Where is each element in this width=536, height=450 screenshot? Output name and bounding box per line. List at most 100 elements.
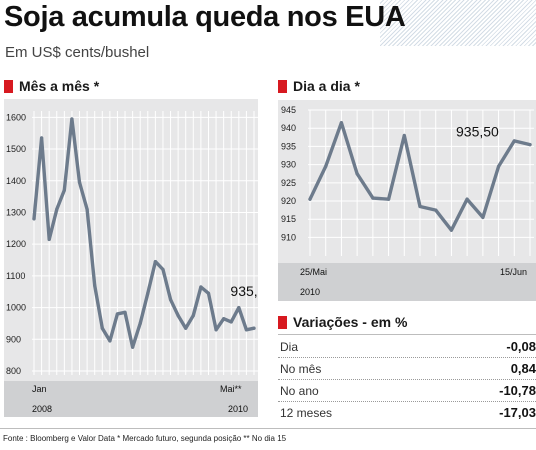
daily-data-point xyxy=(449,228,454,232)
monthly-data-point xyxy=(47,237,51,242)
variation-label: No mês xyxy=(280,362,322,376)
daily-data-point xyxy=(386,197,391,201)
page-title: Soja acumula queda nos EUA xyxy=(4,1,406,33)
monthly-data-point xyxy=(222,317,226,321)
daily-line-chart: 910 915 920 925 930 935 940 945 935,50 xyxy=(281,105,534,256)
monthly-line-chart: 800 900 1000 1100 1200 1300 1400 1500 1600 935,50 xyxy=(6,111,273,376)
variation-value: -0,08 xyxy=(506,339,536,354)
monthly-year-start-label: 2008 xyxy=(32,404,53,414)
red-marker-icon xyxy=(4,79,13,93)
variation-row-12-months: 12 meses -17,03 xyxy=(278,402,536,423)
variation-label: 12 meses xyxy=(280,406,333,420)
variation-row-year: No ano -10,78 xyxy=(278,380,536,401)
monthly-data-point xyxy=(237,305,241,310)
monthly-chart-panel: 800 900 1000 1100 1200 1300 1400 1500 1600 935,50 xyxy=(4,99,273,381)
monthly-data-point xyxy=(191,313,195,318)
red-marker-icon xyxy=(278,79,287,93)
monthly-data-point xyxy=(77,180,82,184)
variation-row-month: No mês 0,84 xyxy=(278,358,536,379)
row-divider xyxy=(278,401,536,402)
monthly-y-tick-label: 900 xyxy=(6,334,21,344)
daily-data-point xyxy=(434,208,438,212)
monthly-y-tick-label: 1100 xyxy=(6,271,25,281)
daily-x-start-label: 25/Mai xyxy=(300,267,328,277)
monthly-price-line xyxy=(32,117,256,349)
daily-y-tick-label: 940 xyxy=(281,123,296,133)
monthly-y-tick-label: 1000 xyxy=(6,303,26,313)
daily-y-tick-label: 925 xyxy=(281,178,296,188)
variation-value: 0,84 xyxy=(510,361,536,376)
monthly-x-start-label: Jan xyxy=(32,384,47,394)
monthly-y-tick-label: 1600 xyxy=(6,112,26,122)
monthly-data-point xyxy=(229,320,233,324)
daily-data-point xyxy=(496,164,501,169)
daily-data-point xyxy=(402,133,406,138)
daily-data-point xyxy=(481,215,485,220)
monthly-data-point xyxy=(138,321,142,326)
monthly-data-point xyxy=(161,267,165,272)
monthly-data-point xyxy=(108,339,112,343)
source-footnote: Fonte : Bloomberg e Valor Data * Mercado… xyxy=(3,434,287,443)
monthly-data-point xyxy=(115,312,120,316)
daily-data-point xyxy=(324,164,328,169)
monthly-data-point xyxy=(131,345,135,349)
monthly-y-tick-label: 1300 xyxy=(6,207,26,217)
daily-chart-heading: Dia a dia * xyxy=(278,78,360,94)
monthly-data-point xyxy=(184,326,188,330)
daily-data-point xyxy=(339,121,344,125)
monthly-y-tick-label: 1500 xyxy=(6,144,26,154)
monthly-data-point xyxy=(100,326,104,330)
monthly-data-point xyxy=(168,298,173,302)
monthly-x-axis-band xyxy=(4,381,258,417)
daily-y-tick-label: 935 xyxy=(281,141,296,151)
daily-y-tick-label: 930 xyxy=(281,160,296,170)
monthly-data-point xyxy=(62,188,66,192)
variation-value: -10,78 xyxy=(499,383,536,398)
variations-heading: Variações - em % xyxy=(278,314,407,330)
monthly-y-tick-label: 1200 xyxy=(6,239,26,249)
monthly-data-point xyxy=(146,291,150,295)
row-divider xyxy=(278,357,536,358)
monthly-y-tick-label: 800 xyxy=(6,366,21,376)
daily-data-point xyxy=(528,142,532,147)
monthly-chart-title: Mês a mês * xyxy=(19,78,100,94)
daily-data-point xyxy=(418,204,422,209)
daily-data-point xyxy=(465,197,469,201)
header-hatch-pattern xyxy=(380,0,536,46)
daily-year-label: 2010 xyxy=(300,287,321,297)
monthly-y-tick-label: 1400 xyxy=(6,176,26,186)
monthly-last-value-callout: 935,50 xyxy=(230,283,258,299)
variations-title: Variações - em % xyxy=(293,314,408,330)
variation-label: No ano xyxy=(280,384,319,398)
monthly-data-point xyxy=(199,285,203,289)
monthly-data-point xyxy=(206,291,211,295)
variation-label: Dia xyxy=(280,340,299,354)
daily-y-tick-label: 920 xyxy=(281,196,296,206)
monthly-data-point xyxy=(244,328,249,332)
daily-x-axis-band xyxy=(278,263,536,301)
daily-data-point xyxy=(355,172,359,176)
daily-data-point xyxy=(371,196,375,200)
daily-chart-panel: 910 915 920 925 930 935 940 945 935,50 xyxy=(278,100,536,263)
monthly-data-point xyxy=(153,260,157,264)
monthly-data-point xyxy=(32,217,36,221)
row-divider xyxy=(278,379,536,380)
monthly-data-point xyxy=(176,313,180,318)
monthly-data-point xyxy=(123,310,127,314)
daily-data-point xyxy=(512,139,516,143)
footer-rule xyxy=(0,428,536,429)
monthly-year-end-label: 2010 xyxy=(228,404,249,414)
monthly-x-end-label: Mai** xyxy=(220,384,242,394)
monthly-data-point xyxy=(214,328,218,332)
monthly-data-point xyxy=(85,207,89,211)
monthly-data-point xyxy=(252,326,256,330)
monthly-data-point xyxy=(93,283,97,287)
monthly-chart-heading: Mês a mês * xyxy=(4,78,99,94)
variations-top-rule xyxy=(278,334,536,335)
monthly-data-point xyxy=(55,207,59,211)
daily-chart-title: Dia a dia * xyxy=(293,78,360,94)
daily-data-point xyxy=(308,197,312,201)
daily-y-tick-label: 915 xyxy=(281,214,296,224)
daily-last-value-callout: 935,50 xyxy=(456,124,499,140)
variation-value: -17,03 xyxy=(499,405,536,420)
